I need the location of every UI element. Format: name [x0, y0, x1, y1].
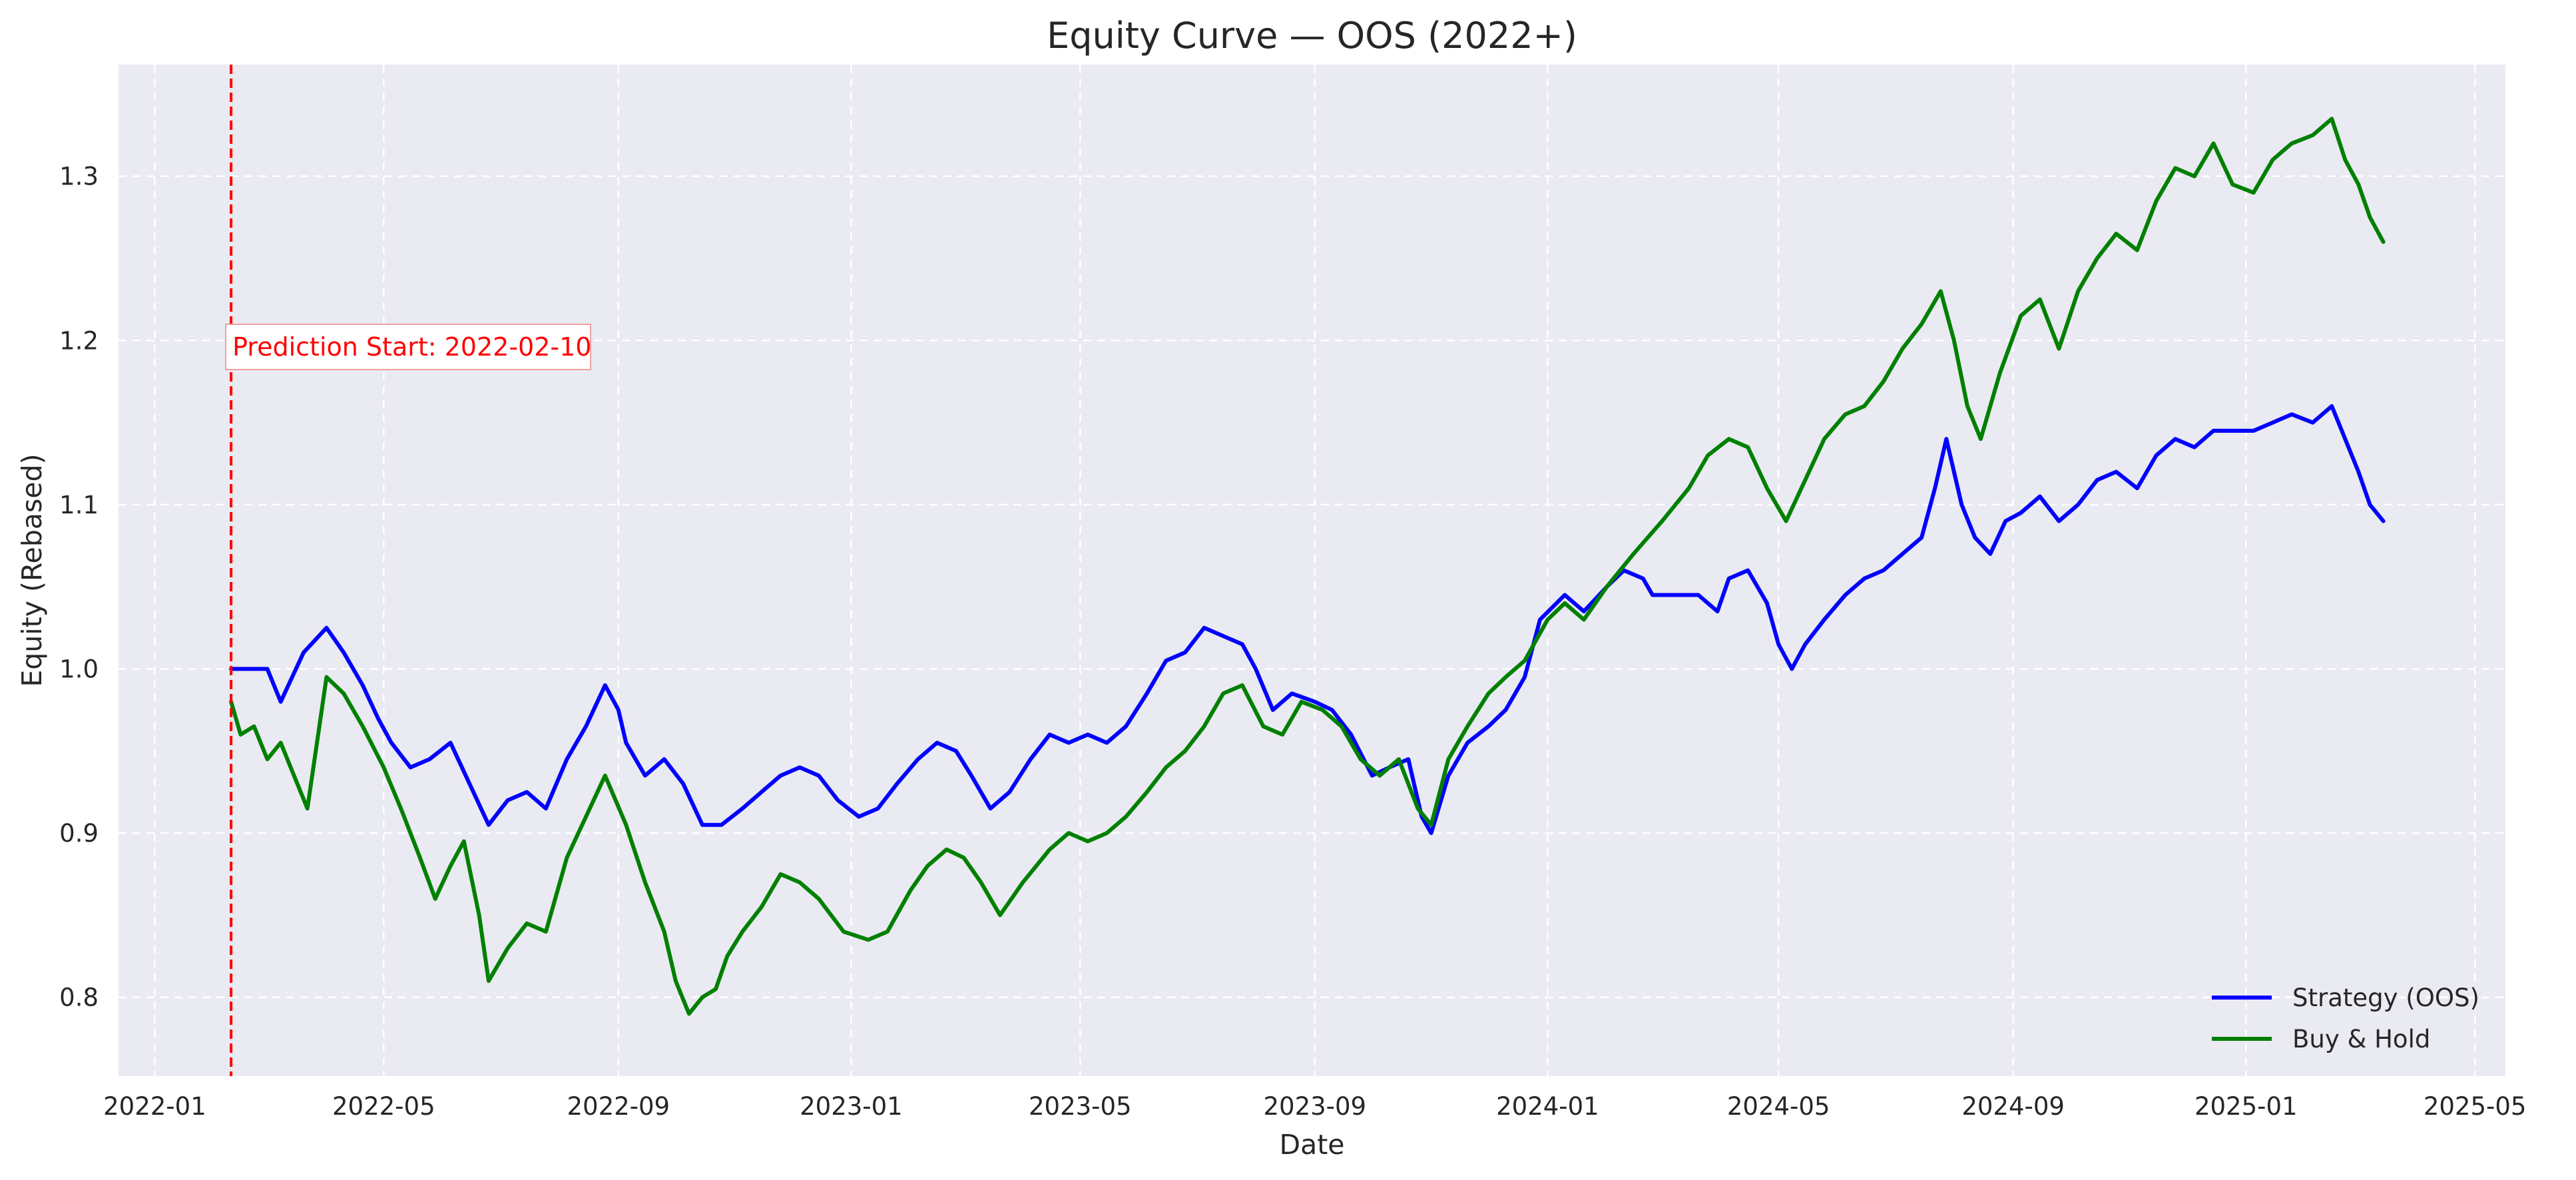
y-tick-label: 1.0 — [59, 655, 99, 683]
y-tick-label: 0.8 — [59, 984, 99, 1012]
x-tick-label: 2022-01 — [103, 1092, 206, 1121]
series-line-strategy — [229, 404, 2386, 835]
chart-title: Equity Curve — OOS (2022+) — [1047, 15, 1577, 57]
legend-label: Buy & Hold — [2292, 1025, 2430, 1053]
prediction-start-annotation: Prediction Start: 2022-02-10 — [225, 65, 592, 1076]
x-tick-label: 2022-09 — [567, 1092, 670, 1121]
annotation-box — [225, 324, 592, 370]
x-tick-label: 2024-05 — [1727, 1092, 1830, 1121]
x-tick-label: 2023-05 — [1029, 1092, 1132, 1121]
x-tick-label: 2024-01 — [1496, 1092, 1599, 1121]
y-tick-label: 1.2 — [59, 326, 99, 355]
series-lines — [229, 117, 2386, 1016]
annotation-text: Prediction Start: 2022-02-10 — [232, 332, 591, 362]
grid-lines — [119, 65, 2505, 1076]
x-tick-label: 2025-01 — [2194, 1092, 2298, 1121]
x-axis-label: Date — [1280, 1129, 1345, 1161]
legend-label: Strategy (OOS) — [2292, 984, 2479, 1012]
y-tick-label: 0.9 — [59, 819, 99, 848]
x-tick-label: 2023-09 — [1263, 1092, 1366, 1121]
y-tick-label: 1.1 — [59, 491, 99, 519]
plot-area — [119, 65, 2505, 1076]
x-tick-label: 2022-05 — [332, 1092, 435, 1121]
x-tick-label: 2025-05 — [2424, 1092, 2527, 1121]
y-tick-label: 1.3 — [59, 162, 99, 191]
legend: Strategy (OOS) Buy & Hold — [2212, 984, 2479, 1053]
x-tick-label: 2023-01 — [800, 1092, 903, 1121]
y-axis-label: Equity (Rebased) — [16, 453, 48, 687]
axis-ticks: 2022-01 2022-05 2022-09 2023-01 2023-05 2023-… — [59, 162, 2526, 1121]
x-tick-label: 2024-09 — [1961, 1092, 2065, 1121]
series-line-buy-hold — [229, 117, 2386, 1016]
